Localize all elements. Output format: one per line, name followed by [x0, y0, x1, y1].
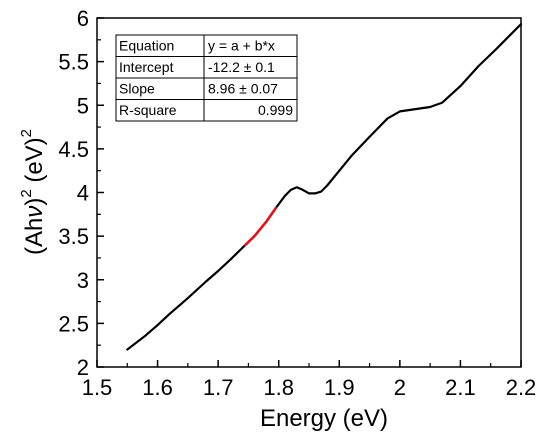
x-tick-label: 2: [394, 375, 406, 400]
fit-table-value: y = a + b*x: [208, 38, 275, 54]
x-tick-label: 1.6: [142, 375, 173, 400]
y-axis-title-mid: (eV): [21, 137, 48, 189]
y-axis-title-nu: ν: [21, 206, 48, 218]
x-tick-label: 2.1: [445, 375, 476, 400]
ticks-layer: 1.5 1.6 1.7 1.8 1.9 2 2.1 2.2 2 2.5 3 3.5 4 4.5 5 5.5 6: [58, 6, 536, 400]
x-axis-title: Energy (eV): [260, 405, 388, 432]
y-axis-title-sup1: 2: [18, 189, 35, 197]
y-tick-label: 3.5: [58, 224, 89, 249]
fit-table-key: Equation: [119, 38, 174, 54]
y-axis-title-close: ): [21, 198, 48, 206]
fit-table-key: R-square: [119, 102, 177, 118]
fit-segment-line: [244, 206, 278, 247]
x-tick-label: 1.8: [263, 375, 294, 400]
fit-table-value: 0.999: [258, 102, 293, 118]
x-tick-label: 2.2: [506, 375, 537, 400]
y-tick-label: 3: [77, 268, 89, 293]
x-tick-label: 1.9: [324, 375, 355, 400]
y-tick-label: 4.5: [58, 137, 89, 162]
series-layer: [126, 23, 523, 351]
y-axis-title-prefix: (Ah: [21, 218, 48, 255]
fit-table-key: Slope: [119, 81, 155, 97]
x-tick-label: 1.5: [82, 375, 113, 400]
fit-table: Equation y = a + b*x Intercept -12.2 ± 0.1 S…: [115, 34, 298, 122]
data-line: [126, 23, 523, 351]
fit-table-key: Intercept: [119, 59, 174, 75]
y-axis-title-sup2: 2: [18, 129, 35, 137]
y-tick-label: 2.5: [58, 311, 89, 336]
y-tick-label: 5.5: [58, 50, 89, 75]
y-tick-label: 6: [77, 6, 89, 31]
y-tick-label: 5: [77, 93, 89, 118]
x-tick-label: 1.7: [203, 375, 234, 400]
y-axis-title: (Ahν)2 (eV)2: [18, 129, 48, 255]
y-tick-label: 2: [77, 355, 89, 380]
fit-table-value: 8.96 ± 0.07: [208, 81, 278, 97]
fit-table-value: -12.2 ± 0.1: [208, 59, 275, 75]
y-tick-label: 4: [77, 181, 89, 206]
